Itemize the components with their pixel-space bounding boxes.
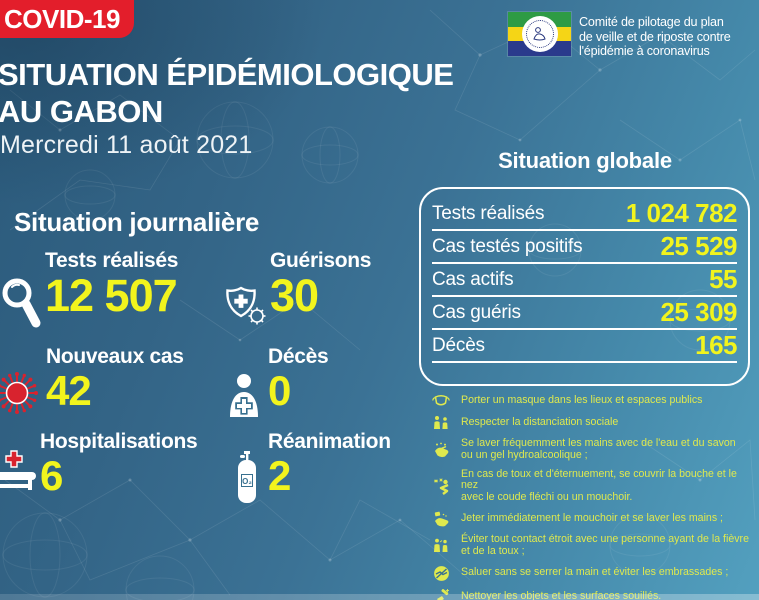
page-title-line1: SITUATION ÉPIDÉMIOLOGIQUE [0, 57, 454, 92]
daily-stat-tests-label: Tests réalisés [45, 249, 179, 272]
wash-hands-icon [432, 442, 450, 458]
daily-stat-recoveries-value: 30 [270, 270, 319, 321]
bottom-edge-strip [0, 594, 759, 600]
guideline-wash-hands: Se laver fréquemment les mains avec de l… [432, 437, 756, 462]
guideline-clean-surfaces-text: Nettoyer les objets et les surfaces soui… [461, 590, 661, 600]
daily-stat-new-cases-label: Nouveaux cas [46, 345, 184, 368]
gabon-seal-icon [521, 16, 558, 52]
table-row-recovered-value: 25 309 [660, 297, 737, 327]
hospital-bed-icon [0, 450, 36, 490]
daily-stat-recoveries-label: Guérisons [270, 249, 372, 272]
oxygen-tank-icon: O₂ [238, 451, 256, 503]
global-section-heading: Situation globale [498, 148, 672, 173]
daily-stat-tests: Tests réalisés 12 507 [45, 249, 178, 319]
cough-elbow-icon [432, 478, 450, 495]
table-row-active-value: 55 [709, 264, 737, 294]
gabon-flag-logo [508, 12, 571, 57]
daily-stat-tests-value: 12 507 [45, 270, 178, 321]
throw-tissue-icon [432, 511, 450, 527]
table-row-deaths: Décès 165 [432, 330, 737, 363]
table-row-tests-value: 1 024 782 [625, 198, 738, 228]
covid-19-badge: COVID-19 [0, 0, 134, 38]
daily-stat-new-cases: Nouveaux cas 42 [46, 345, 184, 413]
no-handshake-icon [432, 565, 450, 582]
table-row-active-label: Cas actifs [432, 268, 514, 290]
daily-stat-reanimation-label: Réanimation [268, 430, 391, 453]
committee-name-line2: de veille et de riposte contre [579, 29, 731, 44]
guideline-cough-elbow-text: En cas de toux et d'éternuement, se couv… [461, 467, 737, 504]
daily-stat-recoveries: Guérisons 30 [270, 249, 371, 319]
guideline-throw-tissue-text: Jeter immédiatement le mouchoir et se la… [461, 512, 724, 525]
guideline-avoid-contact-text: Éviter tout contact étroit avec une pers… [461, 532, 749, 557]
global-stats-table: Tests réalisés 1 024 782 Cas testés posi… [419, 187, 750, 386]
guideline-distancing-text: Respecter la distanciation sociale [461, 416, 619, 429]
table-row-tests: Tests réalisés 1 024 782 [432, 198, 738, 231]
daily-stat-new-cases-value: 42 [46, 367, 92, 414]
clean-surfaces-icon [432, 588, 450, 600]
guideline-clean-surfaces: Nettoyer les objets et les surfaces soui… [432, 588, 756, 600]
table-row-deaths-value: 165 [695, 330, 737, 360]
guideline-wash-hands-text: Se laver fréquemment les mains avec de l… [461, 437, 736, 461]
guideline-mask: Porter un masque dans les lieux et espac… [432, 394, 756, 408]
distancing-icon [432, 415, 450, 431]
guideline-distancing: Respecter la distanciation sociale [432, 415, 756, 431]
table-row-positive: Cas testés positifs 25 529 [432, 231, 737, 264]
guideline-no-handshake: Saluer sans se serrer la main et éviter … [432, 565, 756, 582]
daily-stat-hospitalisations-label: Hospitalisations [40, 430, 198, 453]
prevention-guidelines-list: Porter un masque dans les lieux et espac… [432, 394, 756, 600]
table-row-positive-value: 25 529 [660, 231, 737, 261]
magnifier-icon [2, 278, 41, 328]
guideline-no-handshake-text: Saluer sans se serrer la main et éviter … [461, 566, 729, 579]
daily-stat-deaths-value: 0 [268, 367, 291, 414]
table-row-recovered: Cas guéris 25 309 [432, 297, 737, 330]
daily-section-heading: Situation journalière [14, 207, 260, 237]
guideline-cough-elbow: En cas de toux et d'éternuement, se couv… [432, 467, 756, 504]
daily-stat-deaths-label: Décès [268, 345, 329, 368]
shield-cross-icon [226, 286, 266, 325]
svg-text:O₂: O₂ [242, 477, 252, 486]
daily-stat-reanimation: Réanimation 2 [268, 430, 391, 498]
table-row-active: Cas actifs 55 [432, 264, 737, 297]
person-cross-icon [230, 374, 258, 417]
guideline-mask-text: Porter un masque dans les lieux et espac… [461, 394, 703, 407]
committee-header: Comité de pilotage du plan de veille et … [508, 12, 731, 59]
committee-name: Comité de pilotage du plan de veille et … [579, 12, 731, 59]
table-row-positive-label: Cas testés positifs [432, 235, 583, 257]
table-row-tests-label: Tests réalisés [432, 202, 545, 224]
daily-stat-hospitalisations-value: 6 [40, 452, 63, 499]
daily-stat-deaths: Décès 0 [268, 345, 329, 414]
avoid-contact-icon [432, 538, 450, 554]
guideline-avoid-contact: Éviter tout contact étroit avec une pers… [432, 532, 756, 558]
mask-icon [432, 394, 450, 408]
daily-stat-hospitalisations: Hospitalisations 6 [40, 430, 198, 499]
covid-19-badge-label: COVID-19 [4, 3, 120, 34]
committee-name-line1: Comité de pilotage du plan [579, 15, 724, 29]
guideline-throw-tissue: Jeter immédiatement le mouchoir et se la… [432, 511, 756, 527]
table-row-deaths-label: Décès [432, 334, 485, 356]
daily-stat-reanimation-value: 2 [268, 452, 291, 499]
report-date: Mercredi 11 août 2021 [0, 131, 253, 159]
committee-name-line3: l'épidémie à coronavirus [579, 44, 710, 58]
page-title: SITUATION ÉPIDÉMIOLOGIQUE AU GABON [0, 56, 454, 130]
page-title-line2: AU GABON [0, 94, 163, 129]
table-row-recovered-label: Cas guéris [432, 301, 521, 323]
virus-icon [0, 372, 38, 414]
